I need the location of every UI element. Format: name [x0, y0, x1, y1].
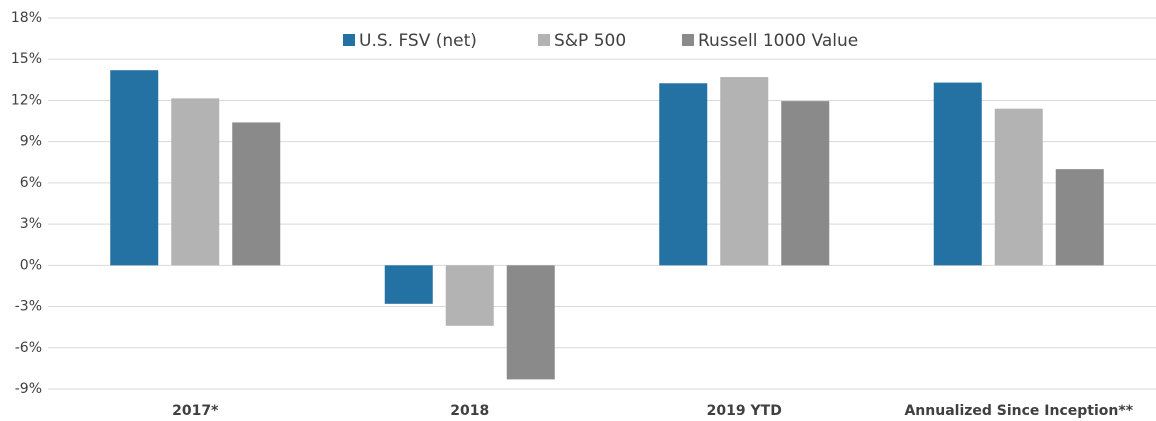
legend-label: Russell 1000 Value [698, 31, 858, 51]
legend-swatch [682, 34, 694, 46]
legend-label: U.S. FSV (net) [359, 31, 477, 51]
legend-swatch [343, 34, 355, 46]
legend-label: S&P 500 [554, 31, 626, 51]
y-tick-label: -9% [15, 381, 42, 397]
bar [506, 265, 555, 380]
x-tick-label: Annualized Since Inception** [904, 403, 1133, 419]
legend-swatch [538, 34, 550, 46]
y-tick-label: 15% [11, 51, 42, 67]
bar [1055, 169, 1104, 266]
bar [933, 82, 982, 266]
bar [232, 122, 281, 266]
bar [445, 265, 494, 326]
y-tick-label: -3% [15, 299, 42, 315]
bar [659, 83, 708, 266]
bar [171, 98, 220, 266]
x-tick-label: 2018 [450, 403, 489, 419]
bar [994, 108, 1043, 266]
bar [781, 101, 830, 266]
x-tick-label: 2019 YTD [707, 403, 782, 419]
bar [720, 77, 769, 266]
bar [384, 265, 433, 304]
bar [110, 70, 159, 266]
y-tick-label: 12% [11, 92, 42, 108]
y-tick-label: 6% [20, 175, 42, 191]
y-tick-label: 18% [11, 10, 42, 26]
y-tick-label: 9% [20, 134, 42, 150]
y-tick-label: -6% [15, 340, 42, 356]
y-tick-label: 3% [20, 216, 42, 232]
x-tick-label: 2017* [172, 403, 219, 419]
y-tick-label: 0% [20, 257, 42, 273]
